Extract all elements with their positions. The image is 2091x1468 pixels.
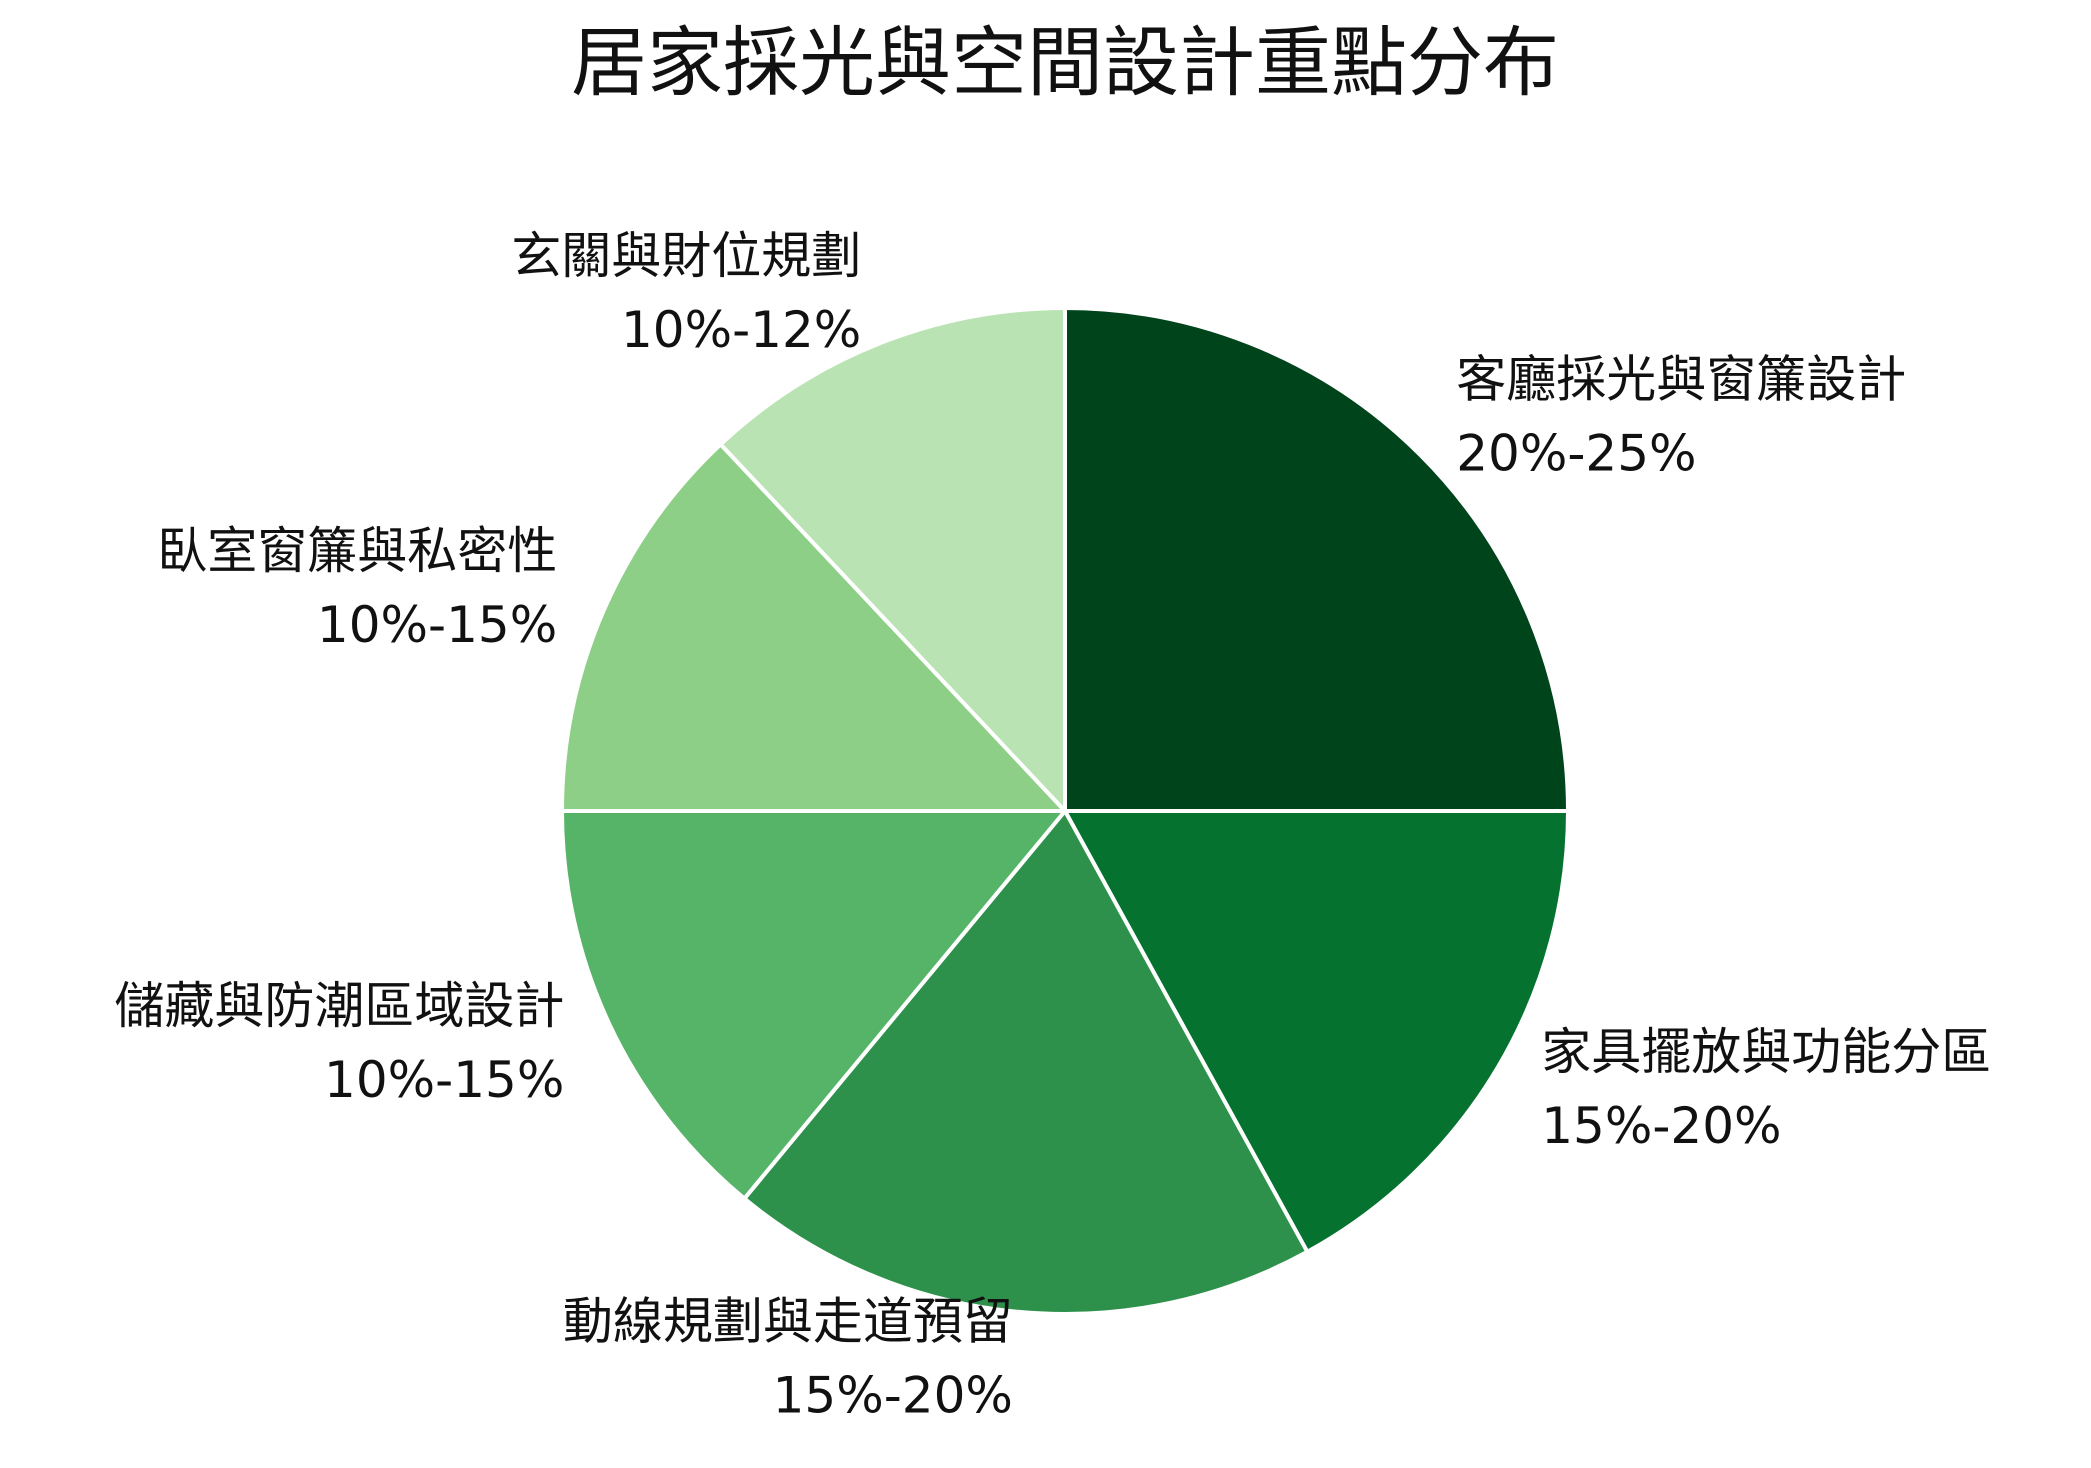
pie-slice [1063, 306, 1570, 813]
pie-slice [560, 809, 1067, 1201]
value-label: 10%-15% [324, 1051, 564, 1109]
pie-slice [742, 809, 1310, 1316]
value-label: 10%-15% [317, 596, 557, 654]
value-label: 20%-25% [1456, 424, 1696, 482]
pie-slice [560, 442, 1067, 813]
slice-label: 玄關與財位規劃 [511, 227, 861, 285]
chart-title: 居家採光與空間設計重點分布 [571, 18, 1559, 107]
value-label: 15%-20% [773, 1366, 1013, 1424]
slice-label: 家具擺放與功能分區 [1541, 1023, 1991, 1081]
slice-label: 動線規劃與走道預留 [563, 1292, 1013, 1350]
slice-label: 儲藏與防潮區域設計 [114, 977, 564, 1035]
pie-slice [718, 306, 1067, 813]
value-label: 15%-20% [1541, 1097, 1781, 1155]
value-label: 10%-12% [621, 301, 861, 359]
slice-label: 臥室窗簾與私密性 [157, 522, 557, 580]
pie-slice [1063, 809, 1570, 1254]
slice-label: 客廳採光與窗簾設計 [1456, 350, 1906, 408]
